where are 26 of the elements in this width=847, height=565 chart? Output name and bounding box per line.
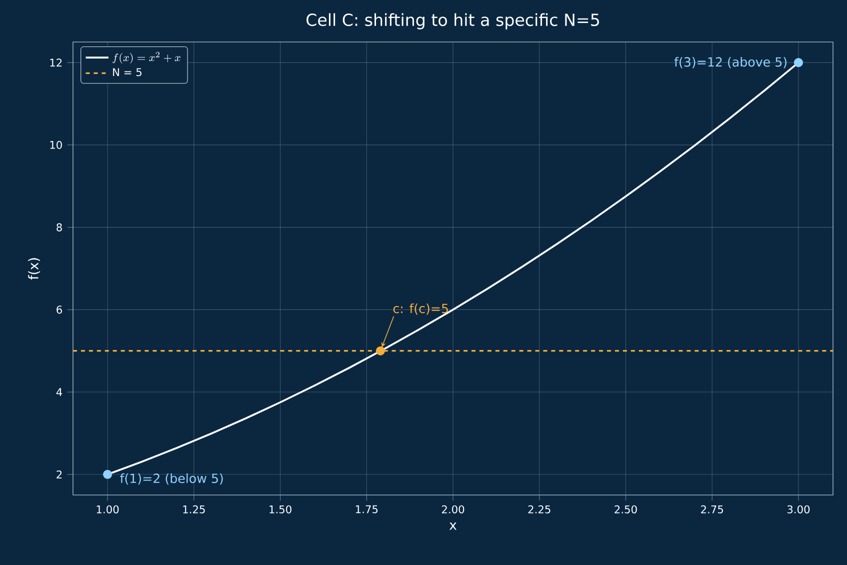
point [103, 470, 112, 479]
x-tick-label: 2.75 [701, 505, 723, 514]
y-tick-label: 2 [56, 470, 62, 478]
y-tick-label: 12 [50, 58, 62, 67]
x-tick-label: 1.25 [183, 505, 205, 514]
legend-label: $f(x) = x^2 + x$ [112, 52, 180, 64]
x-tick-label: 1.75 [356, 505, 378, 514]
y-tick-label: 4 [56, 388, 62, 396]
annotation: f(1)=2 (below 5) [120, 473, 223, 485]
y-axis-title: f(x) [28, 258, 40, 280]
annotation: f(3)=12 (above 5) [674, 56, 786, 68]
x-tick-label: 2.50 [614, 505, 637, 514]
x-tick-label: 1.00 [96, 505, 119, 514]
y-tick-label: 10 [50, 140, 62, 149]
point [794, 58, 803, 68]
point [376, 346, 385, 356]
x-tick-label: 2.00 [442, 505, 464, 514]
y-tick-label: 6 [56, 306, 62, 314]
legend-label: N = 5 [113, 68, 142, 76]
x-axis-title: x [449, 522, 457, 530]
y-tick-label: 8 [56, 223, 62, 232]
x-tick-label: 2.25 [528, 505, 550, 514]
annotation: c: f(c)=5 [393, 303, 448, 315]
x-tick-label: 1.50 [270, 505, 292, 514]
x-tick-label: 3.00 [787, 505, 810, 514]
chart-title: Cell C: shifting to hit a specific N=5 [306, 13, 599, 30]
